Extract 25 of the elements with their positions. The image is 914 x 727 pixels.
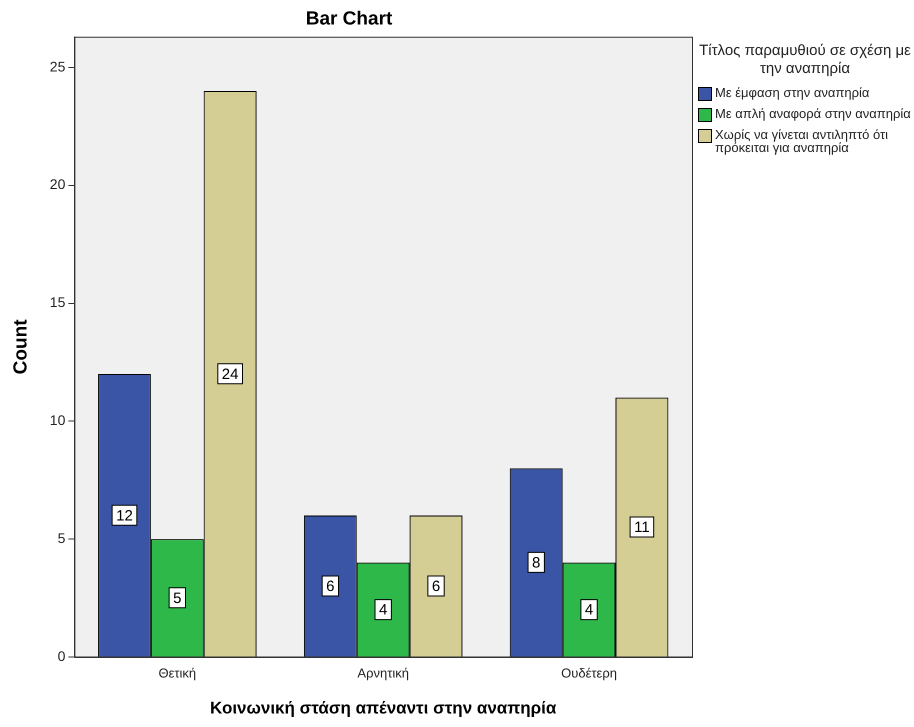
- y-tick-label: 25: [50, 58, 66, 74]
- x-tick-label: Αρνητική: [357, 665, 409, 680]
- data-label: 12: [116, 507, 133, 524]
- y-tick-label: 0: [58, 648, 66, 664]
- y-tick-label: 20: [50, 176, 66, 192]
- legend-label: Χωρίς να γίνεται αντιληπτό ότι πρόκειται για αναπηρία: [715, 127, 890, 155]
- data-label: 5: [173, 590, 182, 607]
- data-label: 11: [634, 519, 650, 536]
- legend-label: Με έμφαση στην αναπηρία: [715, 85, 870, 100]
- chart-title: Bar Chart: [306, 8, 393, 30]
- x-tick-label: Θετική: [158, 665, 196, 680]
- legend-label: Με απλή αναφορά στην αναπηρία: [715, 106, 911, 121]
- y-tick-label: 15: [50, 294, 66, 310]
- x-tick-label: Ουδέτερη: [561, 665, 617, 680]
- legend-title: Τίτλος παραμυθιού σε σχέση με την αναπηρία: [698, 42, 912, 78]
- data-label: 6: [326, 578, 335, 596]
- y-tick-label: 10: [50, 412, 66, 428]
- y-axis-title: Count: [10, 318, 32, 374]
- data-label: 8: [532, 554, 540, 572]
- data-label: 24: [222, 366, 238, 383]
- data-label: 4: [379, 602, 388, 619]
- y-tick-label: 5: [58, 530, 66, 546]
- data-label: 4: [584, 602, 594, 619]
- x-axis-title: Κοινωνική στάση απέναντι στην αναπηρία: [210, 698, 557, 718]
- data-label: 6: [432, 578, 440, 596]
